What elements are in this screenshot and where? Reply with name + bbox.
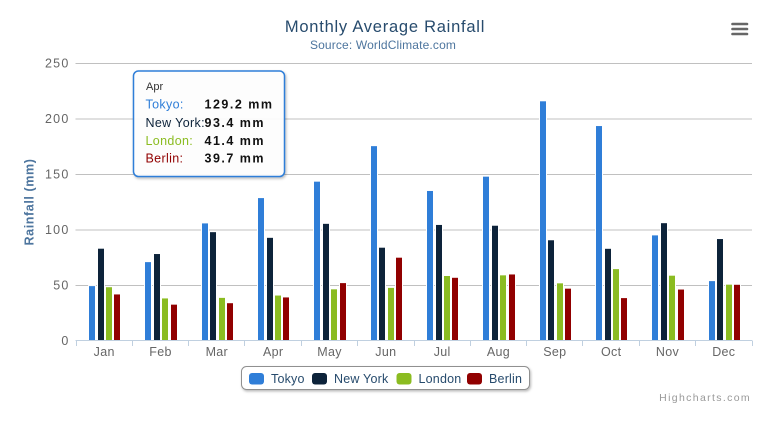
- svg-text:Source: WorldClimate.com: Source: WorldClimate.com: [310, 38, 456, 52]
- svg-text:Apr: Apr: [146, 81, 163, 93]
- svg-text:Feb: Feb: [149, 345, 171, 359]
- svg-text:New York:: New York:: [146, 116, 205, 130]
- svg-text:93.4 mm: 93.4 mm: [205, 116, 266, 130]
- svg-text:200: 200: [45, 112, 69, 126]
- svg-text:Jul: Jul: [434, 345, 451, 359]
- svg-text:Monthly Average Rainfall: Monthly Average Rainfall: [285, 18, 485, 36]
- svg-text:250: 250: [45, 57, 69, 71]
- svg-text:London: London: [419, 372, 462, 386]
- svg-text:Jun: Jun: [375, 345, 396, 359]
- svg-text:Oct: Oct: [601, 345, 622, 359]
- svg-text:129.2 mm: 129.2 mm: [205, 98, 274, 112]
- svg-text:Jan: Jan: [94, 345, 115, 359]
- svg-text:Berlin:: Berlin:: [146, 152, 184, 166]
- svg-text:Aug: Aug: [487, 345, 510, 359]
- svg-text:41.4 mm: 41.4 mm: [205, 134, 266, 148]
- svg-text:May: May: [317, 345, 342, 359]
- svg-text:Highcharts.com: Highcharts.com: [659, 392, 751, 404]
- svg-text:Apr: Apr: [263, 345, 283, 359]
- svg-text:0: 0: [61, 334, 69, 348]
- svg-text:100: 100: [45, 223, 69, 237]
- svg-text:Sep: Sep: [543, 345, 566, 359]
- svg-text:Tokyo:: Tokyo:: [146, 98, 184, 112]
- svg-text:39.7 mm: 39.7 mm: [205, 152, 266, 166]
- svg-text:London:: London:: [146, 134, 194, 148]
- svg-text:50: 50: [53, 279, 69, 293]
- svg-text:Mar: Mar: [206, 345, 228, 359]
- svg-text:New York: New York: [334, 372, 389, 386]
- svg-text:Berlin: Berlin: [489, 372, 522, 386]
- svg-text:Nov: Nov: [656, 345, 680, 359]
- svg-text:Dec: Dec: [712, 345, 735, 359]
- svg-text:150: 150: [45, 168, 69, 182]
- svg-text:Tokyo: Tokyo: [271, 372, 305, 386]
- svg-text:Rainfall (mm): Rainfall (mm): [23, 159, 37, 246]
